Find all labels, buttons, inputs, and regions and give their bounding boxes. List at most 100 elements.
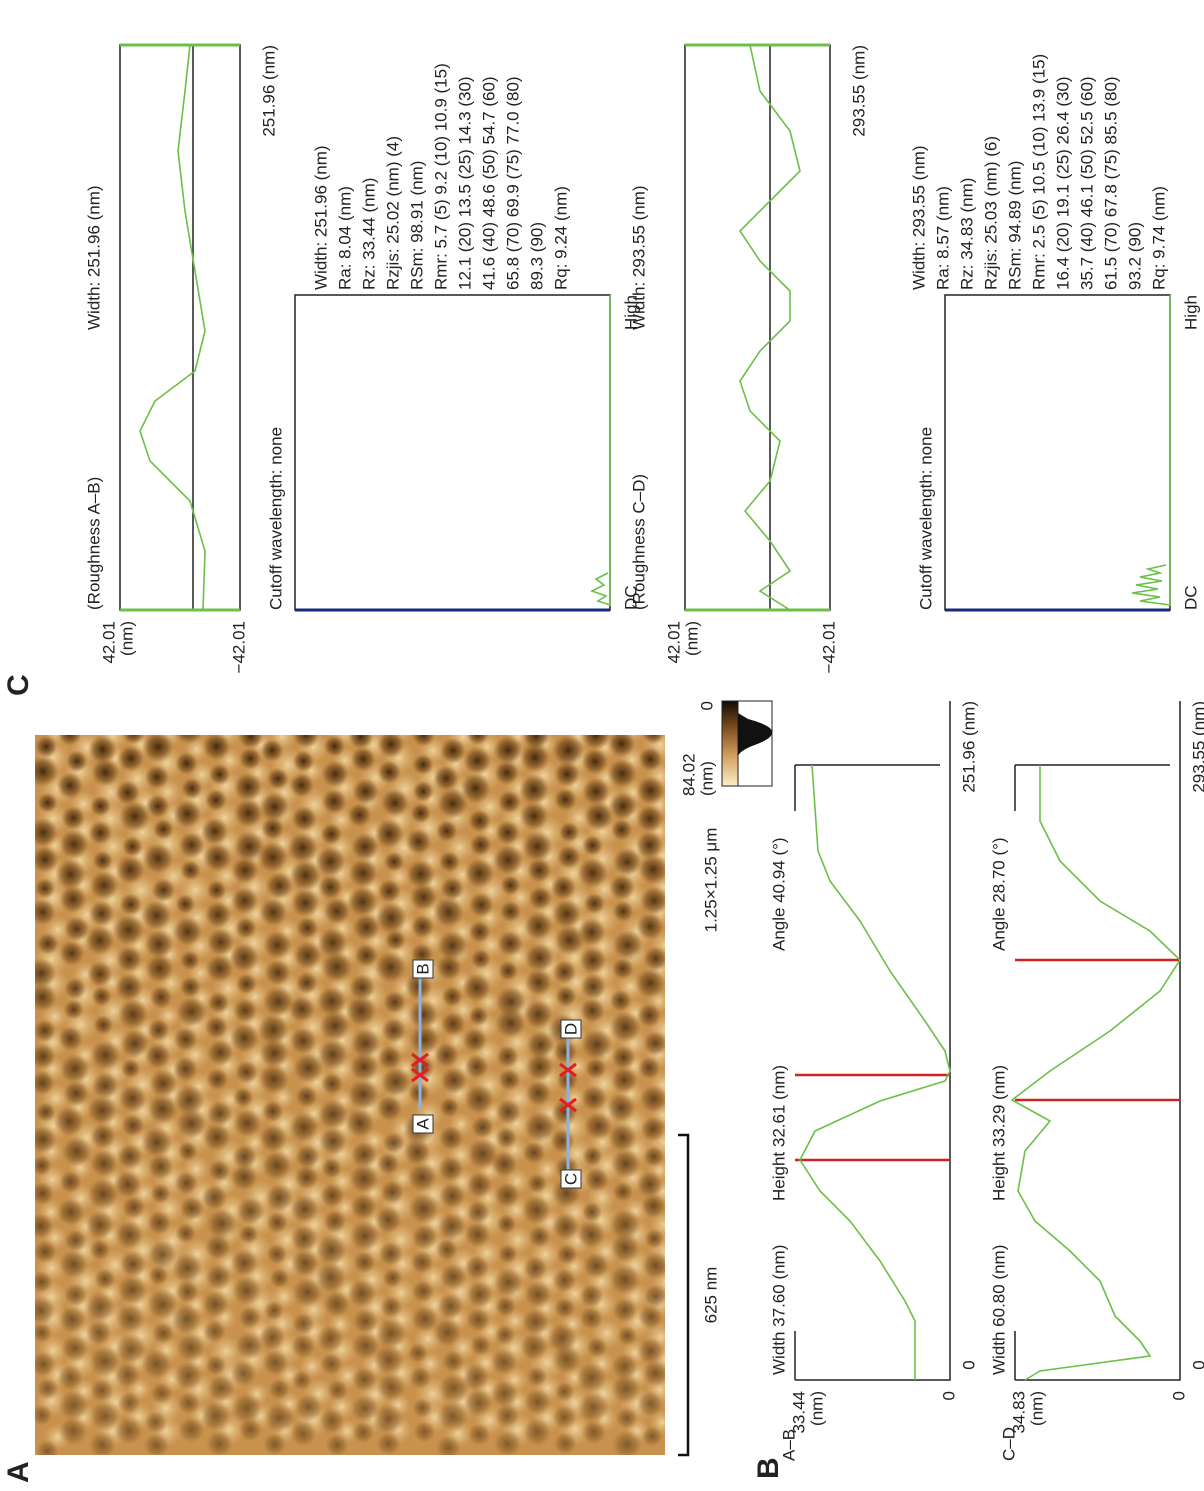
pit <box>638 746 663 772</box>
pit <box>610 1232 641 1263</box>
pit <box>152 818 174 840</box>
pit <box>317 927 348 958</box>
pit <box>496 1213 517 1235</box>
pit <box>88 1431 117 1455</box>
pit <box>230 887 259 915</box>
pit <box>549 1128 575 1154</box>
pit <box>439 1096 460 1118</box>
pit <box>232 1144 258 1170</box>
pit <box>178 831 205 859</box>
pit <box>87 1095 118 1126</box>
pit <box>259 1123 288 1153</box>
pit <box>352 1308 379 1335</box>
pit <box>494 760 520 786</box>
pit <box>438 1182 466 1210</box>
pit <box>554 1297 576 1319</box>
pit <box>466 1200 491 1225</box>
pit <box>35 1070 55 1096</box>
stat-line: 65.8 (70) 69.9 (75) 77.0 (80) <box>503 76 522 290</box>
bump <box>416 735 451 739</box>
pit <box>35 845 59 874</box>
pit <box>121 836 143 858</box>
pit <box>348 735 374 750</box>
pit <box>412 753 434 776</box>
pit <box>409 1024 440 1055</box>
pit <box>172 1252 203 1284</box>
pit <box>496 1045 519 1068</box>
pit <box>383 990 407 1014</box>
pit <box>84 925 115 956</box>
pit <box>119 1029 150 1059</box>
pit <box>611 957 634 980</box>
pit <box>641 1425 663 1447</box>
pit <box>233 831 265 863</box>
pit <box>262 986 294 1018</box>
pit <box>433 1318 462 1347</box>
pit <box>641 735 665 745</box>
pit <box>179 950 200 971</box>
pit <box>583 892 606 915</box>
pit <box>494 1295 517 1318</box>
pit <box>552 1039 578 1064</box>
pit <box>236 1196 265 1226</box>
pit <box>642 1030 665 1056</box>
pit <box>232 1108 262 1138</box>
y-max: 42.01 <box>664 621 683 664</box>
pit <box>353 1250 376 1274</box>
pit <box>639 1084 665 1113</box>
pit <box>35 817 59 848</box>
pit <box>494 1403 520 1429</box>
bump <box>129 705 157 733</box>
pit <box>150 1381 174 1405</box>
pit <box>643 946 665 972</box>
pit <box>612 900 634 922</box>
pit <box>463 1083 495 1115</box>
panel-c: (Roughness A–B)Width: 251.96 (nm)42.01 (n… <box>84 43 1200 673</box>
pit <box>266 1211 289 1234</box>
pit <box>119 1250 147 1278</box>
pit <box>432 896 464 928</box>
pit <box>437 1292 464 1320</box>
pit <box>144 1042 171 1070</box>
pit <box>238 1417 263 1442</box>
pit <box>526 1366 548 1388</box>
pit <box>463 746 492 775</box>
pit <box>316 1038 349 1070</box>
stat-line: Rmr: 5.7 (5) 9.2 (10) 10.9 (15) <box>431 63 450 290</box>
pit <box>204 1233 231 1261</box>
scale-bar <box>678 1133 690 1457</box>
pit <box>522 735 550 750</box>
pit <box>345 995 377 1027</box>
pit <box>319 1182 345 1208</box>
pit <box>586 1336 608 1358</box>
pit <box>463 1388 493 1418</box>
pit <box>258 1063 289 1095</box>
pit <box>293 941 322 970</box>
pit <box>35 1270 53 1294</box>
pit <box>269 1268 290 1289</box>
pit <box>640 1193 665 1219</box>
pit <box>465 1280 494 1309</box>
pit <box>288 995 316 1023</box>
pit <box>374 951 407 984</box>
height-label: Height 33.29 (nm) <box>989 1065 1008 1201</box>
pit <box>377 760 402 784</box>
pit <box>202 1319 227 1343</box>
pit <box>348 858 378 888</box>
pit <box>352 913 381 942</box>
pit <box>494 1324 516 1346</box>
pit <box>469 833 492 857</box>
pit <box>639 886 665 916</box>
pit <box>238 1224 259 1245</box>
stat-line: Width: 251.96 (nm) <box>311 145 330 290</box>
pit <box>60 1054 90 1084</box>
pit <box>120 1058 141 1079</box>
pit <box>493 1267 524 1298</box>
pit <box>88 735 117 764</box>
pit <box>441 1350 465 1373</box>
pit <box>409 883 438 911</box>
pit <box>232 1086 254 1108</box>
pit <box>292 1312 315 1336</box>
pit <box>383 851 405 872</box>
dc-label: DC <box>1181 585 1200 610</box>
